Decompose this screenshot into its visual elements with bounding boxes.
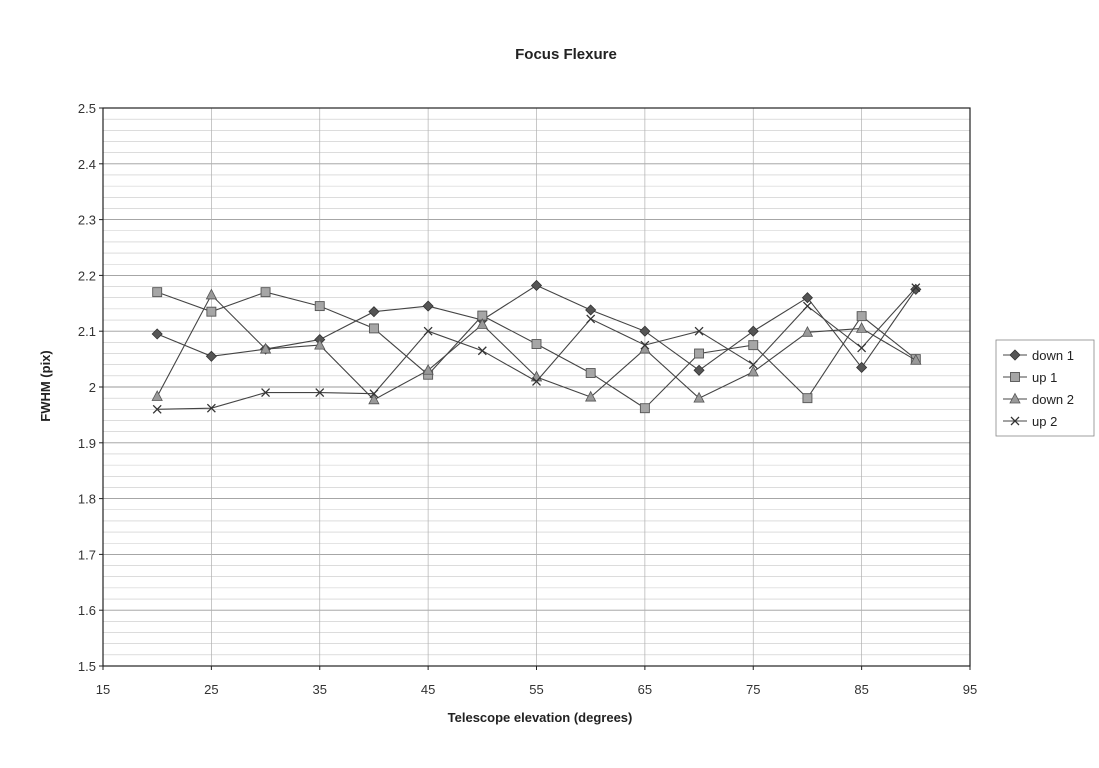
data-point-up-1 — [368, 323, 379, 334]
y-tick-label: 2.3 — [78, 213, 96, 228]
y-tick-label: 1.9 — [78, 436, 96, 451]
data-point-down-1 — [856, 361, 868, 374]
x-axis-label: Telescope elevation (degrees) — [448, 710, 633, 725]
data-point-up-2 — [586, 314, 596, 324]
series-group — [151, 279, 922, 414]
y-tick-label: 1.5 — [78, 659, 96, 674]
data-point-down-1 — [368, 306, 380, 318]
x-tick-label: 45 — [421, 682, 435, 697]
x-tick-label: 35 — [313, 682, 327, 697]
x-tick-label: 55 — [529, 682, 543, 697]
data-point-up-2 — [640, 340, 650, 350]
x-tick-label: 95 — [963, 682, 977, 697]
data-point-up-2 — [857, 343, 867, 353]
x-tick-label: 15 — [96, 682, 110, 697]
data-point-up-1 — [585, 368, 596, 378]
y-tick-label: 2.5 — [78, 101, 96, 116]
data-point-up-2 — [748, 360, 758, 370]
legend-marker-down-2 — [1009, 392, 1021, 404]
data-point-up-1 — [314, 301, 325, 312]
y-tick-label: 1.7 — [78, 547, 96, 562]
data-point-down-1 — [747, 325, 759, 337]
data-point-down-1 — [693, 364, 705, 376]
x-tick-label: 25 — [204, 682, 218, 697]
legend-label-down-1: down 1 — [1032, 348, 1074, 363]
data-point-up-2 — [152, 404, 162, 414]
x-tick-label: 85 — [854, 682, 868, 697]
data-point-down-2 — [368, 393, 380, 405]
data-point-up-1 — [748, 340, 759, 351]
data-point-down-2 — [747, 365, 759, 377]
data-point-up-2 — [423, 326, 433, 336]
data-point-up-2 — [206, 403, 216, 413]
data-point-up-2 — [261, 388, 271, 398]
data-point-up-2 — [532, 376, 541, 386]
data-point-down-2 — [585, 390, 597, 402]
legend-label-down-2: down 2 — [1032, 392, 1074, 407]
data-point-up-1 — [531, 339, 542, 349]
y-tick-label: 2.2 — [78, 268, 96, 283]
legend-marker-up-2 — [1010, 416, 1020, 426]
y-axis: 1.5 1.6 1.7 1.8 1.9 2 2.1 2.2 2.3 2.4 2.5 — [78, 101, 103, 674]
data-point-down-1 — [585, 304, 597, 316]
legend-label-up-2: up 2 — [1032, 414, 1057, 429]
y-tick-label: 2.1 — [78, 324, 96, 339]
data-point-down-2 — [314, 338, 326, 350]
data-point-down-1 — [910, 283, 922, 295]
data-point-down-2 — [801, 325, 814, 337]
data-point-down-1 — [205, 350, 217, 362]
data-point-down-2 — [422, 363, 434, 375]
y-tick-label: 1.8 — [78, 492, 96, 507]
data-point-up-1 — [802, 393, 813, 404]
data-point-down-2 — [151, 390, 163, 401]
legend-marker-down-1 — [1009, 349, 1021, 361]
data-point-up-1 — [206, 306, 217, 317]
series-down-2 — [151, 288, 922, 405]
data-point-up-2 — [315, 388, 325, 398]
chart-title: Focus Flexure — [515, 46, 617, 63]
data-point-up-2 — [802, 301, 812, 311]
x-tick-label: 75 — [746, 682, 760, 697]
series-up-2 — [152, 283, 921, 414]
data-point-down-2 — [476, 318, 488, 329]
data-point-up-1 — [856, 311, 867, 322]
y-axis-label: FWHM (pix) — [38, 350, 53, 421]
y-tick-label: 2 — [89, 380, 96, 395]
data-point-down-1 — [801, 292, 814, 304]
data-point-down-1 — [151, 328, 163, 340]
legend: down 1 up 1 down 2 up 2 — [995, 339, 1095, 437]
x-tick-label: 65 — [638, 682, 652, 697]
data-point-down-2 — [693, 391, 705, 403]
data-point-down-2 — [259, 342, 272, 354]
data-point-up-2 — [369, 389, 379, 399]
x-axis: 15 25 35 45 55 65 75 85 95 — [96, 666, 977, 697]
data-point-up-2 — [911, 283, 921, 293]
series-up-1 — [152, 287, 921, 414]
data-point-up-2 — [477, 346, 487, 356]
data-point-up-1 — [694, 348, 705, 359]
data-point-up-1 — [260, 287, 271, 298]
data-point-up-2 — [694, 326, 704, 336]
data-point-down-2 — [855, 322, 868, 333]
data-point-down-1 — [639, 325, 651, 337]
data-point-down-1 — [530, 279, 543, 292]
data-point-down-1 — [422, 300, 434, 312]
data-point-down-2 — [205, 288, 218, 300]
y-tick-label: 2.4 — [78, 157, 96, 172]
data-point-up-1 — [152, 287, 163, 298]
data-point-down-2 — [910, 353, 922, 365]
legend-label-up-1: up 1 — [1032, 370, 1057, 385]
y-tick-label: 1.6 — [78, 603, 96, 618]
legend-marker-up-1 — [1010, 372, 1020, 382]
gridlines — [103, 108, 970, 666]
data-point-up-1 — [639, 403, 650, 414]
